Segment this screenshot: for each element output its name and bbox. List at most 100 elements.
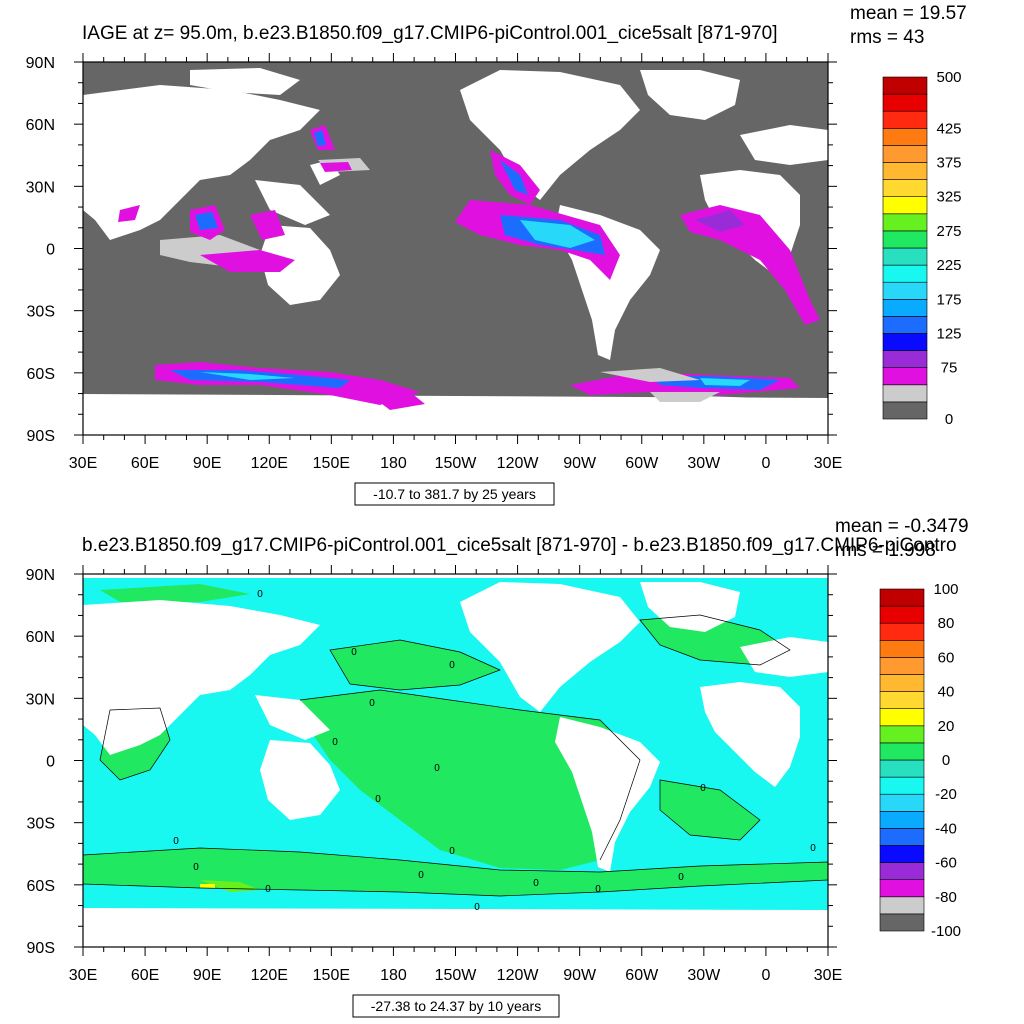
rms-label: rms = 1.998 [835,540,936,561]
contour-label: 0 [678,872,684,883]
colorbar-label: -20 [935,786,957,803]
colorbar-swatch [879,725,925,744]
contour-label: 0 [375,794,381,805]
x-tick-label: 30E [814,967,842,984]
colorbar-label: 100 [933,581,958,598]
colorbar-label: 0 [942,752,950,769]
colorbar-swatch [879,896,925,915]
colorbar-swatch [882,247,928,266]
contour-info-box [354,482,555,506]
y-tick-label: 60S [27,878,55,895]
panel-title: IAGE at z= 95.0m, b.e23.B1850.f09_g17.CM… [82,23,778,44]
contour-lines [82,614,829,897]
x-tick-label: 150W [435,967,478,984]
x-tick-label: 30E [814,455,842,472]
y-tick-label: 0 [46,754,55,771]
colorbar-swatch [882,93,928,112]
x-axis: 30E 60E 90E 120E 150E 180 150W 120W 90W 60W 30W 0 30… [69,565,842,984]
colorbar-label: 40 [938,684,955,701]
colorbar-swatch [882,162,928,180]
contour-label: 0 [810,843,816,854]
x-tick-label: 150E [313,967,350,984]
colorbar-swatch [879,657,925,675]
x-axis: 30E 60E 90E 120E 150E 180 150W 120W 90W 60W 30W 0 30… [69,53,842,472]
contour-label: 0 [257,589,263,600]
panel-title: b.e23.B1850.f09_g17.CMIP6-piControl.001_… [82,535,957,556]
colorbar-swatch [879,605,925,624]
colorbar-swatch [882,333,928,351]
colorbar-label: 75 [941,360,958,377]
colorbar-swatch [882,264,928,283]
colorbar-label: 375 [936,155,961,172]
x-tick-label: 60E [131,455,159,472]
colorbar-swatch [879,913,925,932]
colorbar-swatch [879,708,925,727]
x-tick-label: 0 [761,455,770,472]
colorbar-swatch [879,639,925,658]
colorbar-label: 0 [945,411,953,428]
colorbar-swatch [879,588,925,607]
colorbar-swatch [882,145,928,163]
panel-top: IAGE at z= 95.0m, b.e23.B1850.f09_g17.CM… [26,3,967,506]
colorbar-label: 175 [936,291,961,308]
colorbar-swatch [879,691,925,709]
contour-label: 0 [449,660,455,671]
x-tick-label: 60W [625,455,659,472]
colorbar-swatch [879,862,925,880]
x-tick-label: 120E [251,967,288,984]
colorbar-label: 60 [938,649,955,666]
colorbar-label: 80 [938,615,955,632]
y-axis: 90N 60N 30N 0 30S 60S 90S [26,55,837,445]
colorbar-swatch [879,793,925,812]
colorbar-swatch [879,759,925,778]
contour-label: 0 [595,884,601,895]
colorbar-swatch [879,845,925,863]
x-tick-label: 60W [625,967,659,984]
map-plot: 0 0 0 0 0 0 0 0 0 0 0 0 0 0 0 0 0 0 [82,573,829,948]
contour-label: 0 [265,884,271,895]
land-masses [83,68,828,360]
colorbar-label: 500 [936,69,961,86]
rms-label: rms = 43 [850,27,924,48]
age-anomaly-shapes [118,125,820,410]
x-tick-label: 90E [193,455,221,472]
y-tick-label: 60N [26,629,55,646]
contour-label: 0 [369,698,375,709]
contour-labels: 0 0 0 0 0 0 0 0 0 0 0 0 0 0 0 0 0 0 [173,589,816,913]
colorbar: -100 -80 -60 -40 -20 0 20 40 60 80 100 [879,581,961,940]
y-tick-label: 60S [27,366,55,383]
y-tick-label: 90N [26,567,55,584]
colorbar-swatch [879,674,925,692]
colorbar-label: -100 [931,923,961,940]
colorbar-swatch [882,384,928,403]
colorbar-label: 20 [938,718,955,735]
y-tick-label: 30S [27,304,55,321]
x-tick-label: 120W [497,455,540,472]
colorbar-swatch [882,350,928,369]
colorbar-swatch [879,622,925,641]
panel-bottom: b.e23.B1850.f09_g17.CMIP6-piControl.001_… [26,516,969,1018]
colorbar-swatch [879,810,925,829]
x-tick-label: 30E [69,967,97,984]
colorbar-swatch [882,213,928,232]
contour-label: 0 [418,870,424,881]
contour-label: 0 [173,836,179,847]
colorbar-swatch [879,879,925,898]
contour-info-label: -10.7 to 381.7 by 25 years [373,486,536,502]
x-tick-label: 90W [563,455,597,472]
x-tick-label: 150W [435,455,478,472]
contour-label: 0 [351,647,357,658]
colorbar-swatch [882,298,928,317]
colorbar-label: -80 [935,889,957,906]
colorbar-label: -60 [935,855,957,872]
y-tick-label: 90S [27,940,55,957]
colorbar-swatch [879,776,925,795]
contour-label: 0 [332,737,338,748]
x-tick-label: 180 [380,967,407,984]
colorbar-swatch [882,281,928,300]
colorbar-label: 225 [936,257,961,274]
contour-label: 0 [193,862,199,873]
x-tick-label: 120E [251,455,288,472]
colorbar-swatch [882,179,928,198]
colorbar-label: 275 [936,223,961,240]
